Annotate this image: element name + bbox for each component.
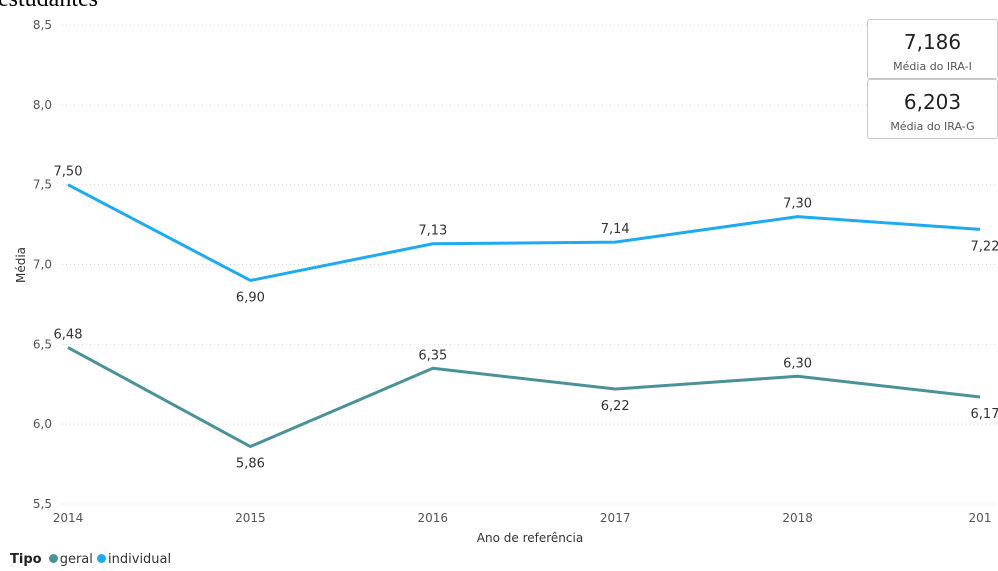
x-tick-label: 2014 bbox=[53, 511, 84, 525]
data-label: 7,14 bbox=[601, 222, 630, 237]
legend: Tipo geral individual bbox=[10, 552, 171, 567]
legend-item-individual[interactable]: individual bbox=[97, 552, 171, 567]
legend-label: geral bbox=[59, 552, 93, 567]
data-label: 6,30 bbox=[783, 356, 812, 371]
y-tick-label: 8,5 bbox=[33, 18, 52, 32]
y-tick-label: 7,0 bbox=[33, 258, 52, 272]
y-tick-label: 6,0 bbox=[33, 417, 52, 431]
kpi-card-ira-i: 7,186 Média do IRA-I bbox=[867, 19, 998, 79]
y-tick-label: 7,5 bbox=[33, 178, 52, 192]
kpi-label: Média do IRA-I bbox=[893, 60, 972, 73]
legend-label: individual bbox=[108, 552, 172, 567]
legend-item-geral[interactable]: geral bbox=[48, 552, 93, 567]
x-tick-label: 2015 bbox=[235, 511, 266, 525]
y-tick-label: 8,0 bbox=[33, 98, 52, 112]
kpi-card-ira-g: 6,203 Média do IRA-G bbox=[867, 79, 998, 139]
data-label: 6,17 bbox=[971, 407, 998, 422]
data-label: 6,35 bbox=[418, 348, 447, 363]
series-line-individual[interactable] bbox=[67, 183, 981, 282]
kpi-label: Média do IRA-G bbox=[890, 120, 975, 133]
x-axis-title: Ano de referência bbox=[477, 531, 583, 545]
data-label: 7,30 bbox=[783, 197, 812, 212]
legend-title: Tipo bbox=[10, 552, 42, 567]
y-axis-ticks: 5,5 6,0 6,5 7,0 7,5 8,0 8,5 bbox=[33, 18, 52, 511]
data-label: 7,50 bbox=[54, 165, 83, 180]
y-axis-title: Média bbox=[14, 247, 28, 283]
data-label: 7,22 bbox=[971, 239, 998, 254]
x-axis-ticks: 2014 2015 2016 2017 2018 201 bbox=[53, 511, 992, 525]
gridlines bbox=[62, 24, 998, 505]
kpi-value: 7,186 bbox=[903, 30, 962, 54]
data-labels: 7,50 6,90 7,13 7,14 7,30 7,22 6,48 5,86 6,35 6,22… bbox=[54, 165, 998, 472]
series-lines bbox=[67, 183, 981, 449]
x-tick-label: 2018 bbox=[782, 511, 813, 525]
kpi-value: 6,203 bbox=[903, 90, 962, 114]
x-tick-label: 201 bbox=[969, 511, 992, 525]
series-line-geral[interactable] bbox=[67, 346, 981, 449]
x-tick-label: 2017 bbox=[600, 511, 631, 525]
x-tick-label: 2016 bbox=[418, 511, 449, 525]
legend-dot-icon bbox=[48, 554, 58, 563]
data-label: 6,48 bbox=[54, 328, 83, 343]
data-label: 5,86 bbox=[236, 457, 265, 472]
legend-dot-icon bbox=[97, 554, 107, 563]
data-label: 7,13 bbox=[418, 224, 447, 239]
data-label: 6,22 bbox=[601, 399, 630, 414]
page-title: estudantes bbox=[0, 0, 98, 13]
y-tick-label: 5,5 bbox=[33, 497, 52, 511]
y-tick-label: 6,5 bbox=[33, 337, 52, 351]
data-label: 6,90 bbox=[236, 290, 265, 305]
